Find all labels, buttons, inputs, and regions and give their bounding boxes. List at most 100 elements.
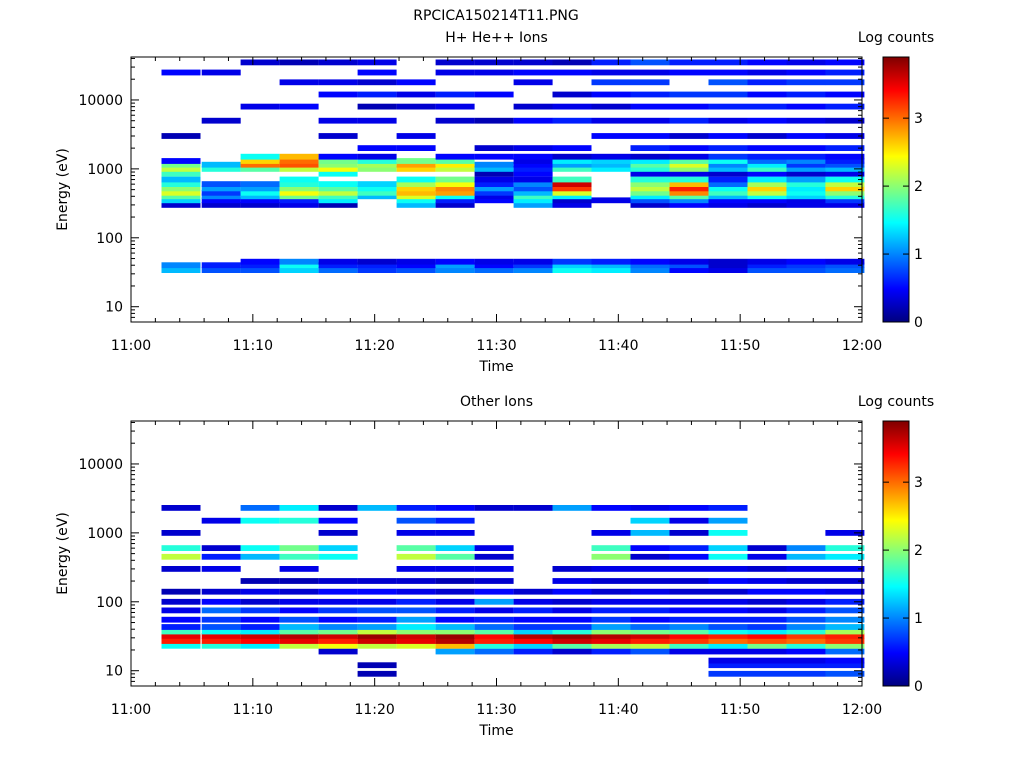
heatmap-cell	[786, 578, 826, 584]
heatmap-cell	[708, 258, 748, 265]
heatmap-cell	[474, 624, 514, 630]
heatmap-cell	[708, 657, 748, 664]
heatmap-cell	[474, 197, 514, 204]
heatmap-cell	[474, 642, 514, 649]
heatmap-cell	[435, 258, 475, 265]
heatmap-cell	[669, 624, 709, 630]
x-axis-label: Time	[478, 723, 513, 739]
heatmap-cell	[435, 202, 475, 208]
heatmap-cell	[552, 202, 592, 208]
heatmap-cell	[474, 59, 514, 66]
heatmap-cell	[825, 117, 865, 124]
heatmap-cell	[708, 517, 748, 524]
heatmap-cell	[279, 566, 319, 572]
heatmap-cell	[396, 633, 436, 639]
heatmap-cell	[669, 628, 709, 635]
heatmap-cell	[161, 185, 201, 192]
heatmap-cell	[357, 59, 397, 66]
heatmap-cell	[630, 588, 670, 595]
heatmap-cell	[240, 638, 280, 644]
heatmap-cell	[630, 638, 670, 644]
heatmap-cell	[240, 158, 280, 164]
heatmap-cell	[435, 505, 475, 511]
heatmap-cell	[747, 588, 787, 595]
heatmap-cell	[825, 202, 865, 208]
heatmap-cell	[240, 181, 280, 187]
panel-other-ions: 11:00 11:10 11:20 11:30 11:40 11:50 12:0010100…	[55, 394, 934, 739]
heatmap-cell	[669, 517, 709, 524]
heatmap-cell	[240, 267, 280, 273]
heatmap-cell	[708, 638, 748, 644]
heatmap-cell	[630, 133, 670, 139]
heatmap-cell	[708, 633, 748, 639]
heatmap-cell	[708, 566, 748, 572]
heatmap-cell	[708, 170, 748, 177]
heatmap-cell	[161, 69, 201, 76]
heatmap-cell	[357, 662, 397, 669]
heatmap-cell	[552, 69, 592, 76]
heatmap-cell	[708, 553, 748, 560]
colorbar-tick-label: 3	[914, 111, 923, 127]
heatmap-cell	[396, 145, 436, 151]
heatmap-cell	[825, 91, 865, 98]
heatmap-cell	[435, 598, 475, 605]
heatmap-cell	[669, 176, 709, 183]
heatmap-cell	[513, 59, 553, 66]
heatmap-cell	[279, 505, 319, 511]
heatmap-cell	[396, 262, 436, 269]
heatmap-cell	[435, 267, 475, 273]
heatmap-cell	[825, 145, 865, 151]
heatmap-cell	[669, 530, 709, 536]
heatmap-cell	[318, 153, 358, 160]
heatmap-cell	[786, 588, 826, 595]
heatmap-cell	[474, 505, 514, 511]
heatmap-cell	[396, 79, 436, 86]
heatmap-cell	[630, 578, 670, 584]
heatmap-cell	[786, 176, 826, 183]
heatmap-cell	[201, 161, 241, 168]
heatmap-cell	[474, 193, 514, 200]
heatmap-cell	[435, 545, 475, 551]
heatmap-cell	[747, 202, 787, 208]
heatmap-cell	[474, 262, 514, 269]
heatmap-cell	[279, 193, 319, 200]
heatmap-cell	[279, 588, 319, 595]
heatmap-cell	[786, 607, 826, 614]
heatmap-cell	[825, 59, 865, 66]
heatmap-cell	[630, 91, 670, 98]
heatmap-cell	[396, 545, 436, 551]
heatmap-cell	[591, 616, 631, 623]
heatmap-cell	[474, 607, 514, 614]
heatmap-cell	[747, 566, 787, 572]
heatmap-cell	[708, 189, 748, 196]
heatmap-cell	[825, 153, 865, 160]
heatmap-cell	[591, 530, 631, 536]
heatmap-cell	[201, 607, 241, 614]
heatmap-cell	[552, 598, 592, 605]
heatmap-cell	[708, 69, 748, 76]
heatmap-cell	[396, 197, 436, 204]
heatmap-cell	[201, 628, 241, 635]
heatmap-cell	[435, 59, 475, 66]
heatmap-cell	[552, 189, 592, 196]
heatmap-cell	[825, 530, 865, 536]
heatmap-cell	[747, 158, 787, 164]
heatmap-cell	[825, 181, 865, 187]
heatmap-cell	[591, 166, 631, 172]
heatmap-cell	[513, 267, 553, 273]
heatmap-cell	[201, 566, 241, 572]
heatmap-cell	[240, 517, 280, 524]
heatmap-cell	[201, 202, 241, 208]
heatmap-cell	[747, 657, 787, 664]
heatmap-cell	[318, 267, 358, 273]
heatmap-cell	[747, 670, 787, 677]
heatmap-cell	[396, 566, 436, 572]
heatmap-cell	[630, 202, 670, 208]
heatmap-cell	[240, 103, 280, 110]
heatmap-cell	[786, 202, 826, 208]
heatmap-cell	[318, 181, 358, 187]
heatmap-cell	[396, 616, 436, 623]
heatmap-cell	[786, 153, 826, 160]
heatmap-cell	[708, 103, 748, 110]
heatmap-cell	[161, 133, 201, 139]
